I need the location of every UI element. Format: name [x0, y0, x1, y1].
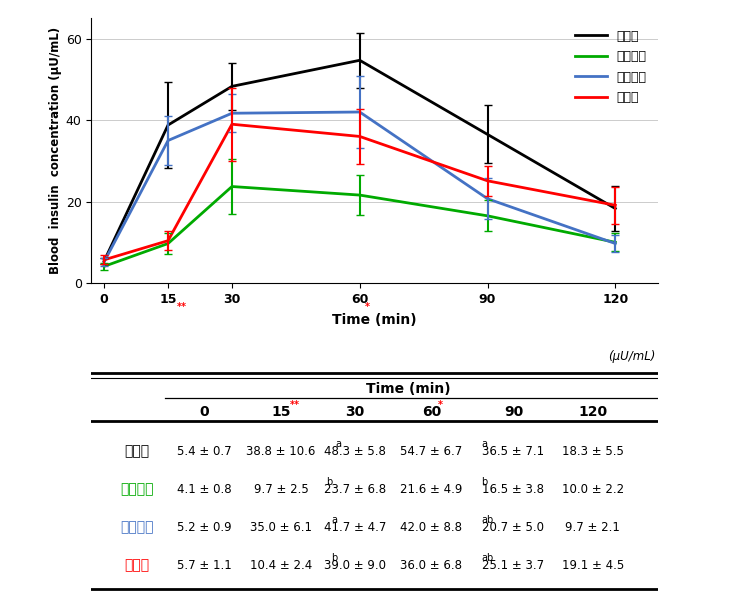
Text: 35.0 ± 6.1: 35.0 ± 6.1	[250, 521, 312, 534]
Text: b: b	[331, 553, 337, 563]
Text: 25.1 ± 3.7: 25.1 ± 3.7	[482, 559, 545, 572]
Text: (μU/mL): (μU/mL)	[607, 349, 655, 363]
Text: 60: 60	[422, 405, 441, 419]
Text: ab: ab	[481, 553, 493, 563]
Text: 강냉이: 강냉이	[124, 558, 149, 572]
Text: 5.2 ± 0.9: 5.2 ± 0.9	[178, 521, 232, 534]
Text: 36.0 ± 6.8: 36.0 ± 6.8	[401, 559, 462, 572]
Text: 48.3 ± 5.8: 48.3 ± 5.8	[324, 445, 386, 458]
Text: **: **	[290, 400, 300, 410]
Legend: 포도당, 진옥수수, 옥수수죽, 강냉이: 포도당, 진옥수수, 옥수수죽, 강냉이	[570, 24, 651, 109]
Y-axis label: Blood  insulin  concentration (μU/mL): Blood insulin concentration (μU/mL)	[48, 27, 61, 274]
Text: 20.7 ± 5.0: 20.7 ± 5.0	[482, 521, 545, 534]
Text: 포도당: 포도당	[124, 444, 149, 458]
Text: a: a	[331, 515, 337, 525]
Text: 21.6 ± 4.9: 21.6 ± 4.9	[400, 483, 463, 496]
Text: b: b	[481, 477, 488, 487]
Text: 18.3 ± 5.5: 18.3 ± 5.5	[562, 445, 624, 458]
Text: 15: 15	[271, 405, 291, 419]
Text: 16.5 ± 3.8: 16.5 ± 3.8	[482, 483, 545, 496]
Text: a: a	[481, 439, 487, 449]
Text: 9.7 ± 2.1: 9.7 ± 2.1	[565, 521, 620, 534]
Text: 옥수수죽: 옥수수죽	[120, 520, 154, 534]
Text: 5.4 ± 0.7: 5.4 ± 0.7	[178, 445, 232, 458]
Text: 120: 120	[578, 405, 607, 419]
Text: 10.4 ± 2.4: 10.4 ± 2.4	[250, 559, 312, 572]
Text: 39.0 ± 9.0: 39.0 ± 9.0	[324, 559, 386, 572]
Text: a: a	[336, 439, 341, 449]
Text: 30: 30	[345, 405, 365, 419]
Text: *: *	[366, 302, 371, 313]
Text: 41.7 ± 4.7: 41.7 ± 4.7	[324, 521, 386, 534]
Text: 38.8 ± 10.6: 38.8 ± 10.6	[246, 445, 316, 458]
Text: b: b	[327, 477, 333, 487]
Text: ab: ab	[481, 515, 493, 525]
Text: 23.7 ± 6.8: 23.7 ± 6.8	[324, 483, 386, 496]
Text: *: *	[438, 400, 443, 410]
Text: 9.7 ± 2.5: 9.7 ± 2.5	[254, 483, 308, 496]
Text: 4.1 ± 0.8: 4.1 ± 0.8	[178, 483, 232, 496]
Text: Time (min): Time (min)	[366, 382, 451, 396]
Text: 36.5 ± 7.1: 36.5 ± 7.1	[482, 445, 545, 458]
Text: 10.0 ± 2.2: 10.0 ± 2.2	[561, 483, 624, 496]
Text: 0: 0	[200, 405, 210, 419]
Text: 54.7 ± 6.7: 54.7 ± 6.7	[400, 445, 463, 458]
Text: 진옥수수: 진옥수수	[120, 482, 154, 496]
Text: 90: 90	[504, 405, 523, 419]
Text: **: **	[176, 302, 186, 313]
Text: 19.1 ± 4.5: 19.1 ± 4.5	[561, 559, 624, 572]
Text: 5.7 ± 1.1: 5.7 ± 1.1	[178, 559, 232, 572]
X-axis label: Time (min): Time (min)	[333, 313, 417, 327]
Text: 42.0 ± 8.8: 42.0 ± 8.8	[401, 521, 462, 534]
